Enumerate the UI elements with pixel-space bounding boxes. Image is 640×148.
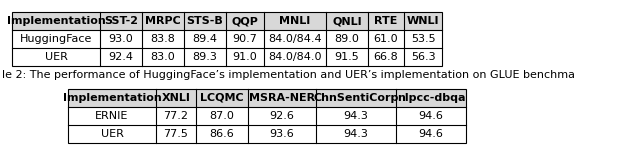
Text: 89.0: 89.0 [335, 34, 360, 44]
Text: 94.3: 94.3 [344, 129, 369, 139]
Text: 89.3: 89.3 [193, 52, 218, 62]
Text: 77.5: 77.5 [164, 129, 188, 139]
Text: QQP: QQP [232, 16, 259, 26]
Text: 91.0: 91.0 [232, 52, 257, 62]
Text: ChnSentiCorp: ChnSentiCorp [314, 93, 399, 103]
Text: 83.8: 83.8 [150, 34, 175, 44]
Text: HuggingFace: HuggingFace [20, 34, 92, 44]
Text: LCQMC: LCQMC [200, 93, 244, 103]
Text: 90.7: 90.7 [232, 34, 257, 44]
Text: 66.8: 66.8 [374, 52, 398, 62]
Text: 93.6: 93.6 [269, 129, 294, 139]
Text: 61.0: 61.0 [374, 34, 398, 44]
Bar [12, 12, 442, 30]
Text: ERNIE: ERNIE [95, 111, 129, 121]
Text: 56.3: 56.3 [411, 52, 435, 62]
Text: Implementation: Implementation [6, 16, 106, 26]
Text: UER: UER [45, 52, 67, 62]
Text: MRPC: MRPC [145, 16, 181, 26]
Text: UER: UER [100, 129, 124, 139]
Text: WNLI: WNLI [407, 16, 439, 26]
Text: RTE: RTE [374, 16, 397, 26]
Text: 84.0/84.4: 84.0/84.4 [268, 34, 322, 44]
Text: 93.0: 93.0 [109, 34, 133, 44]
Text: 77.2: 77.2 [163, 111, 189, 121]
Bar [68, 89, 466, 143]
Text: 92.6: 92.6 [269, 111, 294, 121]
Bar [12, 12, 442, 66]
Text: XNLI: XNLI [161, 93, 191, 103]
Text: 53.5: 53.5 [411, 34, 435, 44]
Text: le 2: The performance of HuggingFace’s implementation and UER’s implementation o: le 2: The performance of HuggingFace’s i… [2, 70, 575, 80]
Text: 86.6: 86.6 [210, 129, 234, 139]
Text: MNLI: MNLI [280, 16, 310, 26]
Text: 92.4: 92.4 [109, 52, 134, 62]
Text: 94.6: 94.6 [419, 111, 444, 121]
Text: SST-2: SST-2 [104, 16, 138, 26]
Text: QNLI: QNLI [332, 16, 362, 26]
Text: 94.3: 94.3 [344, 111, 369, 121]
Text: 83.0: 83.0 [150, 52, 175, 62]
Text: 91.5: 91.5 [335, 52, 360, 62]
Bar [68, 89, 466, 107]
Text: nlpcc-dbqa: nlpcc-dbqa [397, 93, 465, 103]
Text: 84.0/84.0: 84.0/84.0 [268, 52, 322, 62]
Text: Implementation: Implementation [63, 93, 161, 103]
Text: 94.6: 94.6 [419, 129, 444, 139]
Text: STS-B: STS-B [187, 16, 223, 26]
Text: 87.0: 87.0 [209, 111, 234, 121]
Text: MSRA-NER: MSRA-NER [249, 93, 315, 103]
Text: 89.4: 89.4 [193, 34, 218, 44]
